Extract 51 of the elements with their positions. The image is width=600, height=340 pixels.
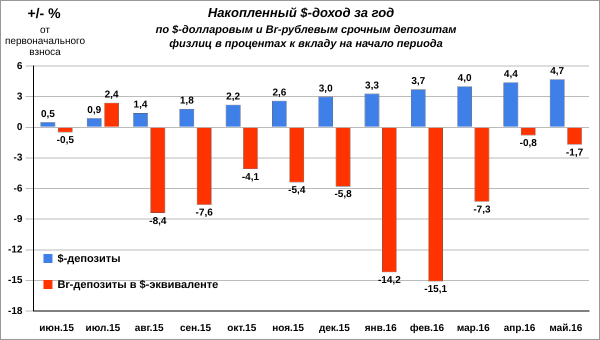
x-tick-label: окт.15 (227, 322, 257, 334)
x-tick-label: май.16 (549, 322, 583, 334)
y-tick-label: -15 (8, 275, 23, 286)
chart-subtitle: по $-долларовым и Br-рублевым срочным депозитам физлиц в процентах к вкладу на начало периода (154, 23, 458, 51)
x-tick-label: авг.15 (134, 322, 164, 334)
x-tick-label: июн.15 (39, 322, 74, 334)
y-tick-label: -6 (14, 183, 23, 194)
y-tick-label: 3 (16, 91, 23, 102)
x-tick-label: янв.16 (364, 322, 398, 334)
data-label: -7,3 (473, 204, 491, 216)
y-tick-label: -3 (14, 152, 23, 164)
data-label: -5,8 (334, 189, 352, 200)
x-tick-label: дек.15 (318, 322, 350, 334)
y-tick-label: 6 (16, 60, 23, 72)
data-label: -0,8 (520, 138, 538, 150)
y-axis-title: +/- % (26, 5, 62, 21)
data-label: -7,6 (196, 208, 214, 219)
data-label: 3,7 (411, 76, 426, 88)
data-label: 3,0 (318, 83, 334, 94)
x-tick-label: сен.15 (180, 322, 212, 334)
data-label: 2,2 (226, 92, 240, 103)
data-label: 4,0 (458, 73, 472, 84)
data-label: 3,3 (365, 80, 380, 92)
data-label: -14,2 (378, 274, 402, 286)
data-label: 0,9 (87, 104, 102, 116)
y-tick-label: 0 (16, 122, 23, 133)
x-tick-label: ноя.15 (272, 322, 304, 334)
legend-label: Br-депозиты в $-эквиваленте (57, 279, 218, 292)
x-tick-label: июл.15 (86, 322, 121, 334)
x-tick-label: фев.16 (410, 322, 445, 334)
x-tick-label: мар.16 (456, 322, 490, 334)
data-label: 1,4 (134, 100, 148, 111)
y-tick-label: -18 (8, 306, 23, 317)
data-label: -1,7 (566, 147, 584, 158)
data-label: 1,8 (180, 96, 194, 107)
data-label: -15,1 (424, 284, 448, 296)
data-label: 2,4 (104, 90, 119, 100)
data-label: -0,5 (56, 135, 74, 146)
data-label: -8,4 (149, 216, 167, 227)
data-label: -4,1 (242, 172, 260, 183)
legend-label: $-депозиты (57, 253, 121, 266)
data-label: 2,6 (272, 87, 287, 98)
chart-title: Накопленный $-доход за год (206, 5, 396, 20)
y-tick-label: -12 (8, 244, 23, 256)
text: от первоначального взноса (4, 25, 86, 58)
data-label: 4,4 (504, 69, 518, 80)
data-label: 0,5 (40, 108, 56, 120)
x-tick-label: апр.16 (504, 322, 536, 334)
data-label: -5,4 (288, 185, 306, 196)
y-tick-label: -9 (14, 214, 23, 225)
data-label: 4,7 (550, 66, 565, 78)
